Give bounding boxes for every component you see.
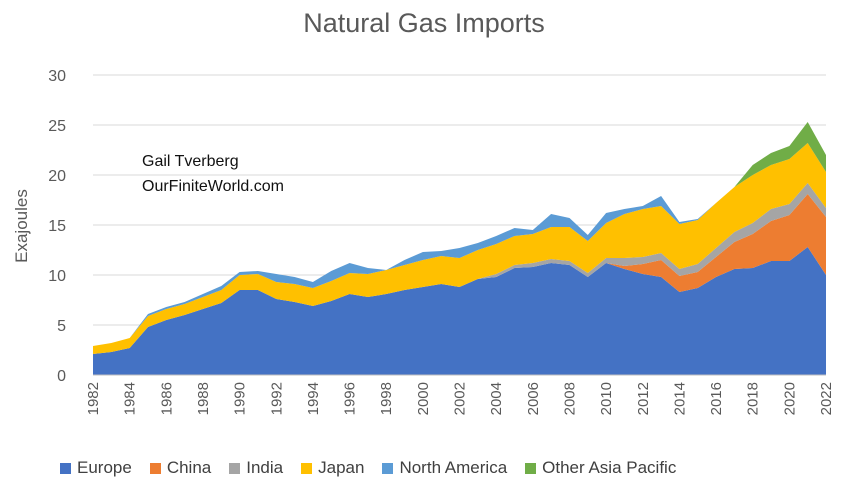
- legend-item-other-asia-pacific: Other Asia Pacific: [525, 458, 676, 478]
- chart-legend: Europe China India Japan North America Other …: [60, 458, 676, 478]
- x-tick-label: 1994: [305, 382, 322, 415]
- x-tick-label: 2008: [562, 382, 579, 415]
- author-annotation: Gail Tverberg: [142, 153, 239, 170]
- legend-item-india: India: [229, 458, 283, 478]
- x-tick-label: 2006: [525, 382, 542, 415]
- legend-swatch: [301, 462, 313, 474]
- legend-label: India: [246, 458, 284, 477]
- legend-label: North America: [399, 458, 508, 477]
- legend-swatch: [525, 462, 537, 474]
- y-tick-label: 25: [48, 118, 66, 135]
- x-tick-label: 2012: [635, 382, 652, 415]
- x-tick-label: 2022: [818, 382, 835, 415]
- x-tick-label: 1982: [85, 382, 102, 415]
- legend-item-north-america: North America: [382, 458, 507, 478]
- x-tick-label: 2010: [598, 382, 615, 415]
- x-tick-label: 2016: [708, 382, 725, 415]
- legend-swatch: [60, 462, 71, 474]
- legend-swatch: [229, 462, 241, 474]
- legend-label: Other Asia Pacific: [542, 458, 677, 477]
- x-tick-label: 2000: [415, 382, 432, 415]
- x-tick-label: 1992: [268, 382, 285, 415]
- x-tick-label: 1996: [342, 382, 359, 415]
- x-tick-label: 2004: [488, 382, 505, 415]
- x-tick-label: 1984: [122, 382, 139, 415]
- y-axis-label: Exajoules: [12, 189, 31, 263]
- area-europe: [93, 247, 826, 375]
- y-tick-label: 15: [48, 218, 66, 235]
- y-tick-label: 30: [48, 68, 66, 85]
- x-tick-label: 1990: [232, 382, 249, 415]
- y-tick-label: 10: [48, 268, 66, 285]
- y-tick-label: 20: [48, 168, 66, 185]
- area-japan: [93, 143, 826, 354]
- y-tick-label: 0: [57, 368, 66, 385]
- x-tick-label: 2020: [781, 382, 798, 415]
- legend-item-europe: Europe: [60, 458, 132, 478]
- x-tick-label: 1988: [195, 382, 212, 415]
- legend-swatch: [149, 462, 161, 474]
- legend-label: Europe: [77, 458, 132, 477]
- area-series-layer: [93, 122, 826, 375]
- legend-label: China: [166, 458, 212, 477]
- chart-title: Natural Gas Imports: [303, 8, 545, 38]
- x-tick-label: 1986: [158, 382, 175, 415]
- legend-item-china: China: [149, 458, 212, 478]
- x-tick-label: 2014: [671, 382, 688, 415]
- x-tick-label: 1998: [378, 382, 395, 415]
- legend-swatch: [382, 462, 394, 474]
- x-tick-label: 2018: [745, 382, 762, 415]
- axes: 0 5 10 15 20 25 30 1982 1984 1986 1988 1990 1992 1994…: [48, 68, 835, 415]
- legend-item-japan: Japan: [301, 458, 364, 478]
- y-tick-label: 5: [57, 318, 66, 335]
- website-annotation: OurFiniteWorld.com: [142, 178, 284, 195]
- x-tick-label: 2002: [452, 382, 469, 415]
- legend-label: Japan: [318, 458, 365, 477]
